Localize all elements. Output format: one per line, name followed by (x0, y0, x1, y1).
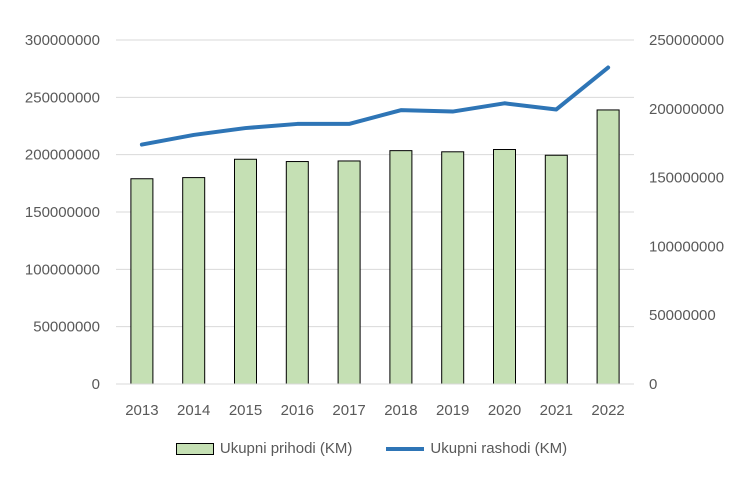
bar (596, 109, 620, 385)
right-tick-label: 50000000 (649, 307, 716, 324)
left-tick-label: 100000000 (25, 261, 100, 278)
x-tick-label: 2020 (488, 402, 521, 419)
legend-item-rashodi: Ukupni rashodi (KM) (386, 440, 567, 457)
bar (130, 178, 154, 385)
legend-item-prihodi: Ukupni prihodi (KM) (175, 440, 353, 457)
left-tick-label: 200000000 (25, 147, 100, 164)
series-line (139, 65, 611, 147)
right-tick-label: 150000000 (649, 170, 724, 187)
left-tick-label: 0 (92, 376, 100, 393)
right-tick-label: 250000000 (649, 32, 724, 49)
x-tick-label: 2014 (177, 402, 210, 419)
x-tick-label: 2015 (229, 402, 262, 419)
right-tick-label: 0 (649, 376, 657, 393)
left-tick-label: 300000000 (25, 32, 100, 49)
bar (544, 154, 568, 385)
bar (234, 158, 257, 385)
left-tick-label: 50000000 (33, 319, 100, 336)
bar (441, 151, 465, 385)
legend-swatch-bar (175, 442, 214, 455)
bar (389, 150, 413, 385)
bar (285, 161, 309, 385)
x-tick-label: 2017 (332, 402, 365, 419)
x-tick-label: 2018 (384, 402, 417, 419)
bar (337, 160, 361, 385)
right-y-axis: 0 50000000 100000000 150000000 200000000 2500… (649, 32, 724, 393)
x-tick-label: 2013 (125, 402, 158, 419)
legend: Ukupni prihodi (KM) Ukupni rashodi (KM) (0, 440, 743, 457)
x-tick-label: 2022 (591, 402, 624, 419)
right-tick-label: 100000000 (649, 238, 724, 255)
bar-series (130, 109, 620, 385)
x-tick-label: 2016 (281, 402, 314, 419)
left-tick-label: 250000000 (25, 89, 100, 106)
line-series (139, 65, 611, 147)
left-tick-label: 150000000 (25, 204, 100, 221)
bar (493, 149, 516, 385)
x-tick-label: 2019 (436, 402, 469, 419)
legend-label-rashodi: Ukupni rashodi (KM) (430, 440, 568, 457)
right-tick-label: 200000000 (649, 101, 724, 118)
x-tick-label: 2021 (540, 402, 573, 419)
legend-swatch-line (386, 446, 425, 451)
bar (182, 177, 206, 385)
x-axis: 2013 2014 2015 2016 2017 2018 2019 2020 2021 2022 (116, 383, 634, 419)
legend-label-prihodi: Ukupni prihodi (KM) (219, 440, 353, 457)
left-y-axis: 0 50000000 100000000 150000000 200000000 2500… (25, 32, 100, 393)
